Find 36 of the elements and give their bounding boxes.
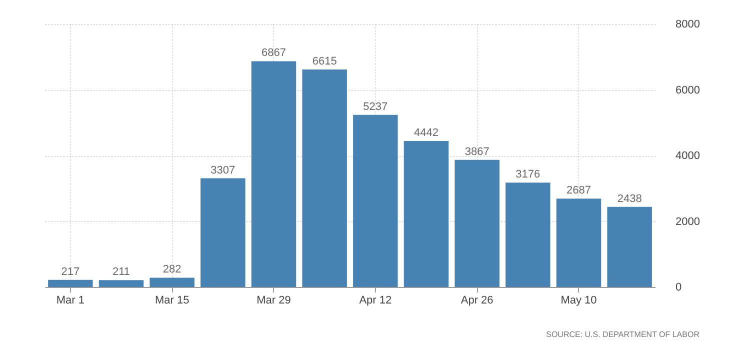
bar: [353, 114, 398, 287]
y-tick-label: 0: [676, 282, 682, 294]
data-label: 2687: [566, 184, 591, 197]
y-tick-label: 4000: [676, 150, 700, 162]
data-label: 6615: [312, 56, 337, 68]
bar: [200, 178, 246, 287]
x-tick-label: Apr 12: [359, 294, 392, 306]
y-tick-label: 6000: [676, 84, 700, 96]
data-label: 6867: [262, 47, 286, 60]
x-tick-label: Mar 1: [56, 294, 84, 306]
data-label: 3307: [210, 164, 236, 176]
data-label: 3867: [464, 146, 490, 158]
data-label: 5237: [363, 100, 388, 113]
y-tick-label: 8000: [676, 18, 700, 30]
data-label: 4442: [414, 126, 438, 139]
bar: [506, 182, 550, 287]
x-tick-label: Mar 15: [154, 294, 190, 306]
data-label: 211: [112, 266, 130, 278]
bar: [302, 70, 347, 287]
bar: [607, 206, 652, 287]
y-tick-label: 2000: [676, 216, 700, 228]
data-label: 2438: [617, 192, 642, 205]
bar: [404, 140, 449, 287]
bar: [556, 198, 602, 287]
source-note: SOURCE: U.S. DEPARTMENT OF LABOR: [546, 330, 700, 339]
bar: [454, 160, 500, 287]
bar: [150, 278, 194, 287]
bar: [48, 280, 93, 287]
x-tick-label: May 10: [560, 294, 597, 306]
data-label: 217: [61, 266, 80, 278]
x-tick-label: Apr 26: [460, 294, 494, 306]
data-label: 282: [162, 264, 182, 276]
bar: [98, 280, 144, 287]
bar: [251, 61, 296, 287]
x-tick-label: Mar 29: [256, 294, 291, 306]
data-label: 3176: [516, 168, 540, 181]
